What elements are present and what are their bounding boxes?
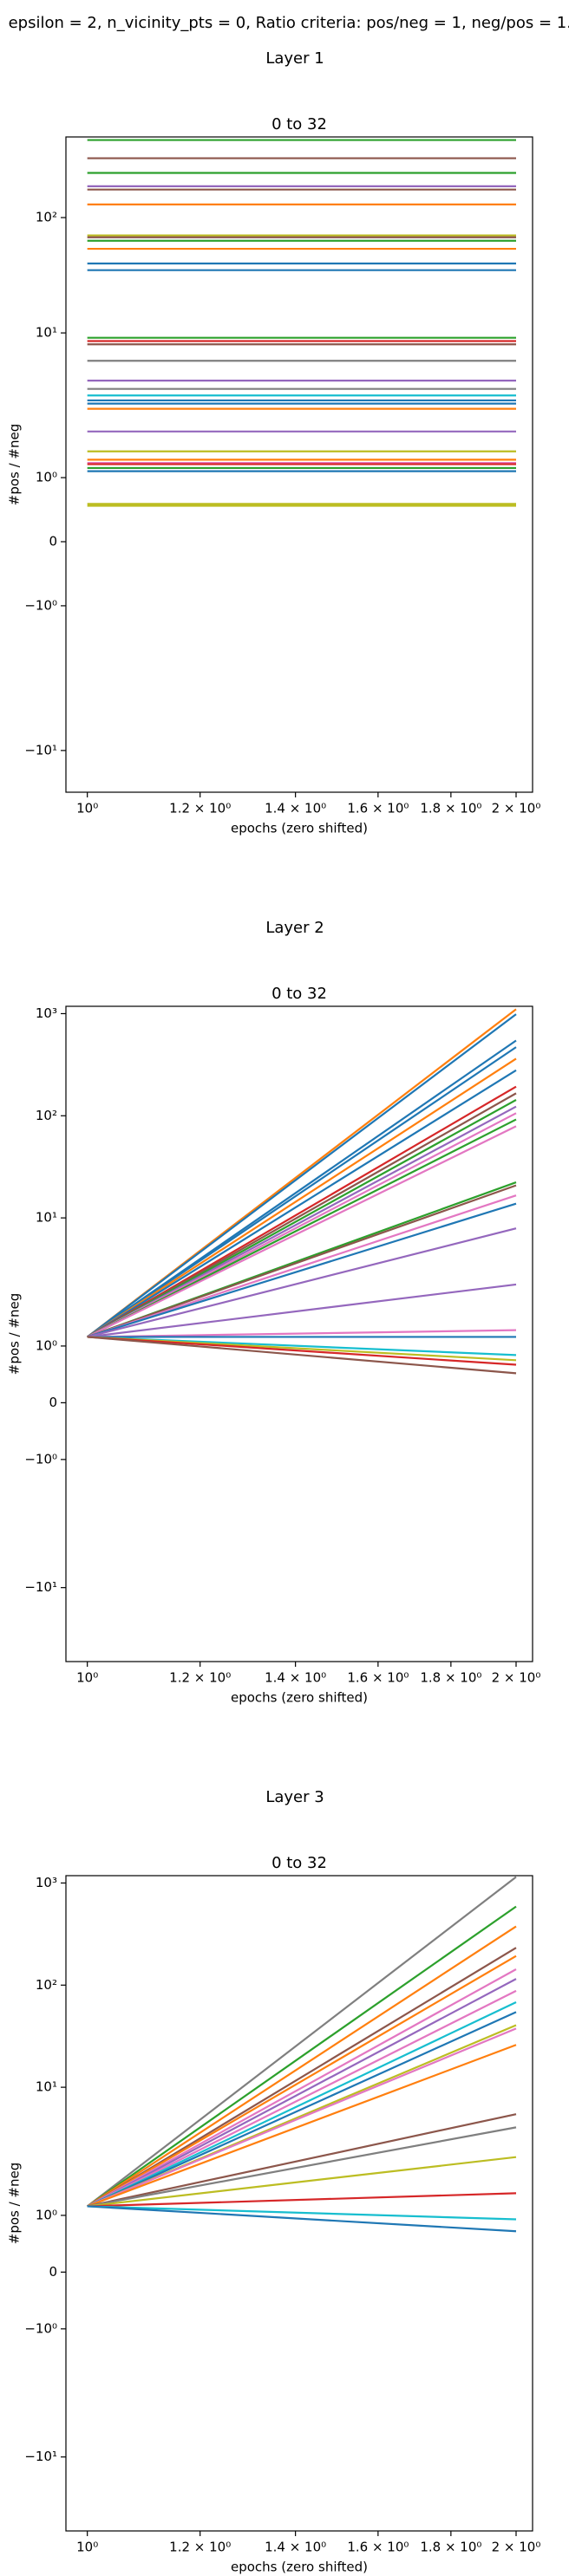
- x-tick-label: 1.2 × 10⁰: [169, 2540, 231, 2555]
- series-line: [87, 1336, 517, 1375]
- x-tick-label: 2 × 10⁰: [492, 2540, 541, 2555]
- series-line: [87, 1099, 517, 1338]
- series-line: [87, 2205, 517, 2233]
- x-tick-label: 2 × 10⁰: [492, 801, 541, 816]
- series-line: [87, 2011, 517, 2208]
- series-line: [87, 1955, 517, 2208]
- series-line: [87, 2205, 517, 2221]
- x-tick-label: 1.4 × 10⁰: [265, 801, 326, 816]
- y-tick-label: 10³: [36, 1875, 57, 1890]
- series-line: [87, 2192, 517, 2208]
- y-tick-label: 10²: [36, 1108, 57, 1123]
- series-line: [87, 1329, 517, 1338]
- series-line: [87, 2156, 517, 2208]
- y-tick-label: 10¹: [36, 2079, 57, 2095]
- series-line: [87, 1194, 517, 1338]
- series-line: [87, 2044, 517, 2208]
- series-line: [87, 1057, 517, 1338]
- series-line: [87, 1905, 517, 2208]
- x-tick-label: 1.2 × 10⁰: [169, 801, 231, 816]
- y-tick-label: 10⁰: [36, 1337, 57, 1353]
- series-line: [87, 1118, 517, 1338]
- y-tick-label: 0: [49, 533, 57, 549]
- x-tick-label: 10⁰: [76, 801, 98, 816]
- axes-frame: [65, 136, 533, 793]
- series-line: [87, 1947, 517, 2208]
- axes-frame: [65, 1005, 533, 1662]
- series-line: [87, 1978, 517, 2208]
- series-line: [87, 1125, 517, 1338]
- x-axis-label: epochs (zero shifted): [231, 821, 368, 836]
- x-tick-label: 1.6 × 10⁰: [347, 1670, 409, 1686]
- series-line: [87, 1283, 517, 1338]
- series-line: [87, 1925, 517, 2208]
- axes-title: 0 to 32: [271, 115, 327, 133]
- plot-area: [86, 1876, 517, 2233]
- x-tick-label: 1.4 × 10⁰: [265, 2540, 326, 2555]
- x-tick-label: 1.6 × 10⁰: [347, 801, 409, 816]
- layer-title: Layer 3: [265, 1788, 324, 1806]
- x-tick-label: 1.8 × 10⁰: [420, 1670, 481, 1686]
- x-tick-label: 1.2 × 10⁰: [169, 1670, 231, 1686]
- series-line: [87, 1989, 517, 2208]
- x-tick-label: 1.8 × 10⁰: [420, 2540, 481, 2555]
- x-tick-label: 10⁰: [76, 1670, 98, 1686]
- y-tick-label: −10⁰: [24, 1451, 57, 1467]
- series-line: [87, 2113, 517, 2208]
- figure-title: epsilon = 2, n_vicinity_pts = 0, Ratio c…: [9, 14, 569, 32]
- y-tick-label: −10¹: [24, 2449, 57, 2464]
- x-tick-label: 1.8 × 10⁰: [420, 801, 481, 816]
- plot-area: [87, 139, 516, 507]
- series-line: [87, 1013, 517, 1338]
- y-axis-label: #pos / #neg: [7, 424, 23, 506]
- series-line: [87, 1968, 517, 2208]
- series-line: [87, 2027, 517, 2208]
- series-line: [87, 1227, 517, 1338]
- x-tick-label: 10⁰: [76, 2540, 98, 2555]
- y-tick-label: 10²: [36, 210, 57, 225]
- series-line: [87, 1046, 517, 1338]
- y-tick-label: −10¹: [24, 742, 57, 758]
- y-tick-label: 0: [49, 2264, 57, 2280]
- y-tick-label: 10⁰: [36, 2207, 57, 2222]
- layer-title: Layer 2: [265, 919, 324, 937]
- y-tick-label: −10⁰: [24, 2320, 57, 2336]
- y-tick-label: 0: [49, 1395, 57, 1410]
- x-tick-label: 2 × 10⁰: [492, 1670, 541, 1686]
- y-tick-label: 10¹: [36, 1210, 57, 1226]
- x-axis-label: epochs (zero shifted): [231, 1690, 368, 1706]
- series-line: [87, 1092, 517, 1338]
- x-tick-label: 1.6 × 10⁰: [347, 2540, 409, 2555]
- y-axis-label: #pos / #neg: [7, 1293, 23, 1376]
- y-axis-label: #pos / #neg: [7, 2163, 23, 2245]
- axes-title: 0 to 32: [271, 985, 327, 1003]
- axes-frame: [65, 1875, 533, 2532]
- series-line: [87, 1336, 517, 1366]
- y-tick-label: 10¹: [36, 325, 57, 341]
- series-line: [87, 1105, 517, 1338]
- series-line: [86, 1876, 517, 2208]
- series-line: [87, 1202, 517, 1338]
- y-tick-label: 10²: [36, 1977, 57, 1993]
- y-tick-label: 10³: [36, 1005, 57, 1021]
- x-tick-label: 1.4 × 10⁰: [265, 1670, 326, 1686]
- series-line: [87, 1069, 517, 1338]
- series-line: [87, 2126, 517, 2208]
- series-line: [87, 1085, 517, 1338]
- series-line: [87, 1184, 517, 1338]
- y-tick-label: 10⁰: [36, 470, 57, 485]
- series-line: [87, 2001, 517, 2208]
- x-axis-label: epochs (zero shifted): [231, 2560, 368, 2575]
- plot-area: [87, 1008, 517, 1375]
- y-tick-label: −10⁰: [24, 597, 57, 613]
- axes-title: 0 to 32: [271, 1854, 327, 1872]
- y-tick-label: −10¹: [24, 1579, 57, 1595]
- layer-title: Layer 1: [265, 49, 324, 68]
